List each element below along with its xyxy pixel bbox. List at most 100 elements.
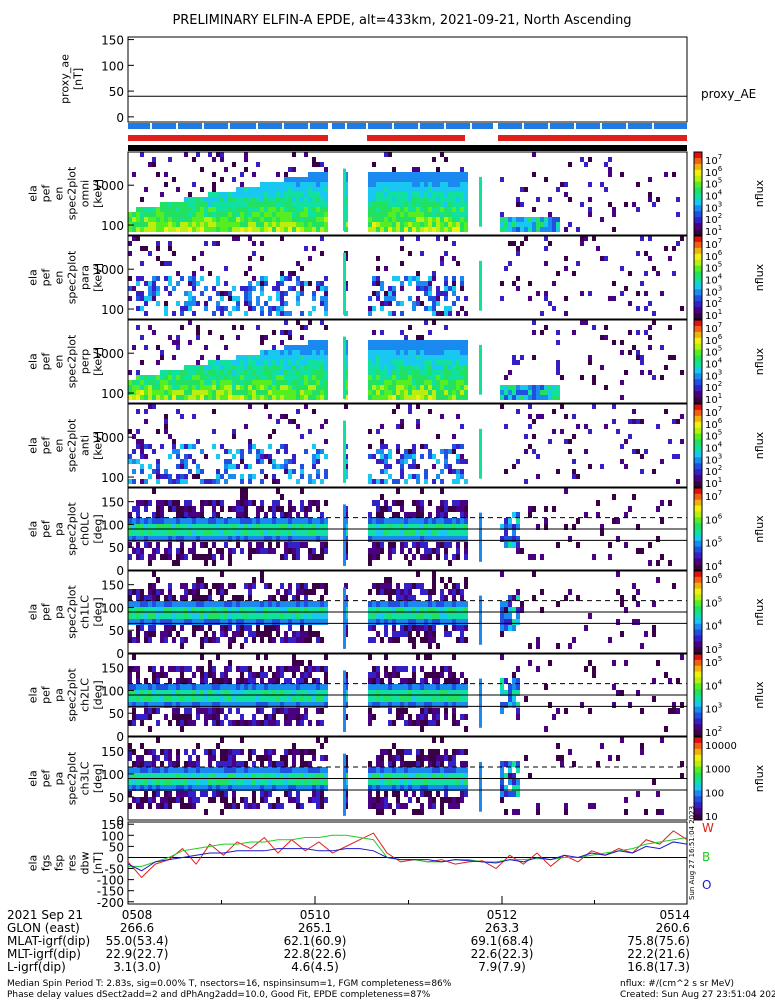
heatmap-cell [172,595,176,601]
heatmap-cell [388,678,392,684]
heatmap-cell [180,726,184,732]
heatmap-cell [320,542,324,548]
heatmap-cell [380,479,384,484]
heatmap-cell [156,720,160,726]
heatmap-cell [632,595,636,601]
heatmap-cell [376,360,380,365]
heatmap-cell [160,619,164,625]
heatmap-cell [208,197,212,202]
ylabel-spec2plot_para-2: en [53,271,66,285]
heatmap-cell [280,192,284,197]
heatmap-cell [128,536,132,542]
heatmap-cell [276,286,280,291]
colorbar-segment [694,707,702,713]
heatmap-cell [416,217,420,222]
heatmap-cell [188,548,192,554]
colorbar-segment [694,517,702,523]
colorbar-segment [694,451,702,457]
heatmap-cell [448,172,452,177]
heatmap-cell [260,390,264,395]
heatmap-cell [404,631,408,637]
heatmap-cell [220,583,224,589]
heatmap-cell [292,637,296,643]
heatmap-cell [300,631,304,637]
heatmap-cell [408,601,412,607]
heatmap-cell [152,678,156,684]
heatmap-cell [128,370,132,375]
heatmap-cell [272,345,276,350]
heatmap-cell [440,350,444,355]
heatmap-cell [160,761,164,767]
heatmap-cell [160,202,164,207]
heatmap-cell [176,212,180,217]
heatmap-cell [392,637,396,643]
heatmap-cell [212,365,216,370]
heatmap-cell [396,350,400,355]
heatmap-cell [372,380,376,385]
heatmap-cell [408,619,412,625]
heatmap-cell [392,296,396,301]
heatmap-cell [188,684,192,690]
heatmap-cell [396,601,400,607]
heatmap-cell [300,619,304,625]
heatmap-cell [416,187,420,192]
colorbar-label: nflux [753,598,766,626]
heatmap-cell [308,500,312,506]
heatmap-cell [156,474,160,479]
heatmap-cell [556,370,560,375]
heatmap-cell [392,370,396,375]
heatmap-cell [288,419,292,424]
heatmap-cell [304,696,308,702]
heatmap-cell [244,385,248,390]
heatmap-cell [132,449,136,454]
heatmap-cell [580,157,584,162]
heatmap-cell [420,350,424,355]
heatmap-cell [532,390,536,395]
colorbar-segment [694,428,702,434]
heatmap-cell [232,192,236,197]
heatmap-cell [416,601,420,607]
heatmap-cell [280,414,284,419]
heatmap-cell [432,548,436,554]
heatmap-cell [432,589,436,595]
heatmap-cell [456,678,460,684]
heatmap-cell [268,536,272,542]
heatmap-cell [444,236,448,241]
heatmap-cell [284,464,288,469]
heatmap-cell [144,595,148,601]
heatmap-cell [260,454,264,459]
heatmap-cell [368,311,372,316]
heatmap-cell [380,424,384,429]
heatmap-cell [452,187,456,192]
heatmap-cell [204,631,208,637]
heatmap-cell [308,613,312,619]
heatmap-cell [564,439,568,444]
heatmap-cell [432,708,436,714]
heatmap-cell [212,479,216,484]
heatmap-cell [656,506,660,512]
colorbar-segment [694,422,702,428]
heatmap-cell [396,355,400,360]
heatmap-cell [204,542,208,548]
heatmap-cell [500,613,504,619]
heatmap-cell [620,266,624,271]
heatmap-cell [380,678,384,684]
heatmap-cell [464,380,468,385]
heatmap-cell [200,449,204,454]
heatmap-cell [216,301,220,306]
heatmap-cell [140,296,144,301]
heatmap-cell [300,390,304,395]
heatmap-cell [400,684,404,690]
heatmap-cell [212,172,216,177]
heatmap-cell [388,518,392,524]
heatmap-cell [132,702,136,708]
heatmap-cell [380,365,384,370]
heatmap-cell [160,375,164,380]
heatmap-cell [188,365,192,370]
heatmap-cell [416,212,420,217]
heatmap-cell [228,385,232,390]
heatmap-cell [248,601,252,607]
heatmap-cell [500,390,504,395]
heatmap-cell [512,217,516,222]
heatmap-cell [164,385,168,390]
